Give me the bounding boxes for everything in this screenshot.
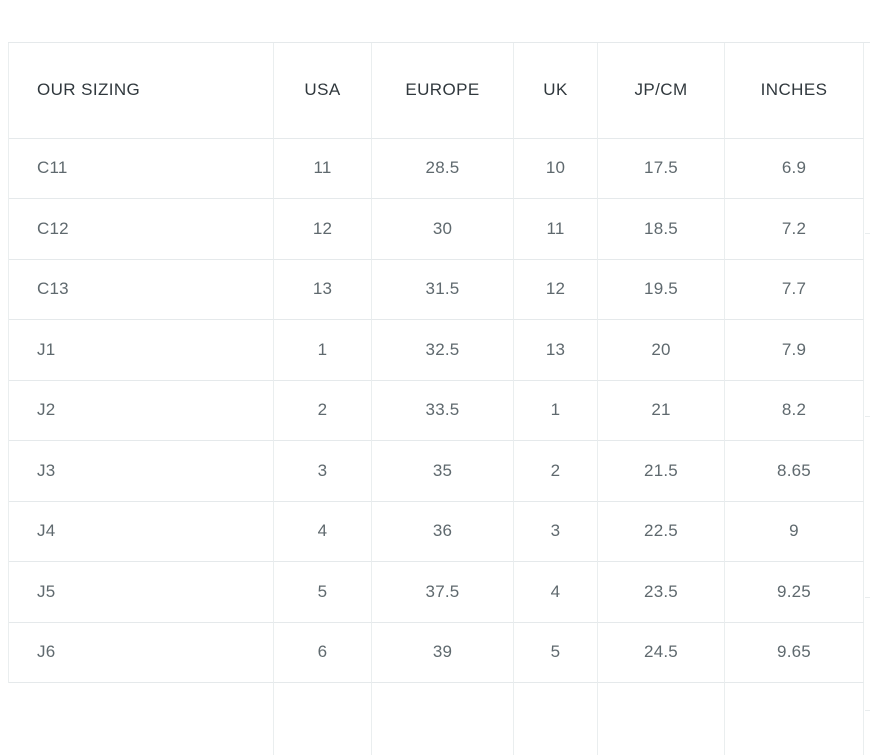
table-row: C13 13 31.5 12 19.5 7.7 xyxy=(9,259,864,320)
cell-jp-cm: 24.5 xyxy=(598,622,725,683)
cell-usa: 3 xyxy=(274,441,372,502)
table-row: C12 12 30 11 18.5 7.2 xyxy=(9,199,864,260)
cell-our-sizing: J4 xyxy=(9,501,274,562)
cell-jp-cm: 21.5 xyxy=(598,441,725,502)
cell-uk: 10 xyxy=(514,138,598,199)
cell-uk: 11 xyxy=(514,199,598,260)
partial-column-row-border xyxy=(865,597,870,598)
cell-jp-cm: 23.5 xyxy=(598,562,725,623)
partial-column-row-border xyxy=(865,416,870,417)
cell-our-sizing: J6 xyxy=(9,622,274,683)
cell-usa: 2 xyxy=(274,380,372,441)
empty-cell xyxy=(8,683,274,755)
cell-our-sizing: J1 xyxy=(9,320,274,381)
cell-jp-cm: 20 xyxy=(598,320,725,381)
cell-jp-cm: 18.5 xyxy=(598,199,725,260)
cell-europe: 36 xyxy=(372,501,514,562)
cell-usa: 4 xyxy=(274,501,372,562)
table-header-row: OUR SIZING USA EUROPE UK JP/CM INCHES xyxy=(9,43,864,139)
cell-usa: 13 xyxy=(274,259,372,320)
cell-europe: 35 xyxy=(372,441,514,502)
cell-inches: 9.25 xyxy=(725,562,864,623)
cell-inches: 8.65 xyxy=(725,441,864,502)
empty-cell xyxy=(598,683,725,755)
cell-our-sizing: J2 xyxy=(9,380,274,441)
table-top-border xyxy=(8,42,870,43)
cell-uk: 2 xyxy=(514,441,598,502)
cell-our-sizing: C11 xyxy=(9,138,274,199)
table-row: J6 6 39 5 24.5 9.65 xyxy=(9,622,864,683)
cell-our-sizing: C12 xyxy=(9,199,274,260)
cell-europe: 31.5 xyxy=(372,259,514,320)
column-header-our-sizing: OUR SIZING xyxy=(9,43,274,139)
table-row: J1 1 32.5 13 20 7.9 xyxy=(9,320,864,381)
cell-usa: 11 xyxy=(274,138,372,199)
cell-europe: 37.5 xyxy=(372,562,514,623)
cell-usa: 6 xyxy=(274,622,372,683)
cell-uk: 3 xyxy=(514,501,598,562)
table-row: J3 3 35 2 21.5 8.65 xyxy=(9,441,864,502)
cell-inches: 7.9 xyxy=(725,320,864,381)
table-row: J4 4 36 3 22.5 9 xyxy=(9,501,864,562)
cell-usa: 5 xyxy=(274,562,372,623)
cell-europe: 28.5 xyxy=(372,138,514,199)
column-header-jp-cm: JP/CM xyxy=(598,43,725,139)
cell-jp-cm: 17.5 xyxy=(598,138,725,199)
column-header-inches: INCHES xyxy=(725,43,864,139)
cell-inches: 6.9 xyxy=(725,138,864,199)
cell-usa: 1 xyxy=(274,320,372,381)
partial-column-row-border xyxy=(865,710,870,711)
empty-partial-row xyxy=(8,683,864,755)
cell-uk: 13 xyxy=(514,320,598,381)
cell-uk: 5 xyxy=(514,622,598,683)
empty-cell xyxy=(725,683,864,755)
cell-our-sizing: J5 xyxy=(9,562,274,623)
empty-cell xyxy=(514,683,598,755)
column-header-europe: EUROPE xyxy=(372,43,514,139)
cell-uk: 12 xyxy=(514,259,598,320)
cell-jp-cm: 22.5 xyxy=(598,501,725,562)
table-row: C11 11 28.5 10 17.5 6.9 xyxy=(9,138,864,199)
cell-inches: 7.2 xyxy=(725,199,864,260)
partial-column-row-border xyxy=(865,233,870,234)
cell-inches: 9.65 xyxy=(725,622,864,683)
cell-jp-cm: 19.5 xyxy=(598,259,725,320)
cell-europe: 30 xyxy=(372,199,514,260)
cell-europe: 39 xyxy=(372,622,514,683)
column-header-usa: USA xyxy=(274,43,372,139)
size-chart-table: OUR SIZING USA EUROPE UK JP/CM INCHES C1… xyxy=(8,43,864,755)
table-row: J5 5 37.5 4 23.5 9.25 xyxy=(9,562,864,623)
cell-europe: 32.5 xyxy=(372,320,514,381)
cell-uk: 1 xyxy=(514,380,598,441)
size-chart-table-body: OUR SIZING USA EUROPE UK JP/CM INCHES C1… xyxy=(8,43,864,683)
cell-inches: 8.2 xyxy=(725,380,864,441)
empty-cell xyxy=(274,683,372,755)
column-header-uk: UK xyxy=(514,43,598,139)
cell-inches: 9 xyxy=(725,501,864,562)
cell-our-sizing: C13 xyxy=(9,259,274,320)
cell-usa: 12 xyxy=(274,199,372,260)
cell-europe: 33.5 xyxy=(372,380,514,441)
empty-cell xyxy=(372,683,514,755)
cell-uk: 4 xyxy=(514,562,598,623)
cell-our-sizing: J3 xyxy=(9,441,274,502)
table-row: J2 2 33.5 1 21 8.2 xyxy=(9,380,864,441)
cell-inches: 7.7 xyxy=(725,259,864,320)
cell-jp-cm: 21 xyxy=(598,380,725,441)
